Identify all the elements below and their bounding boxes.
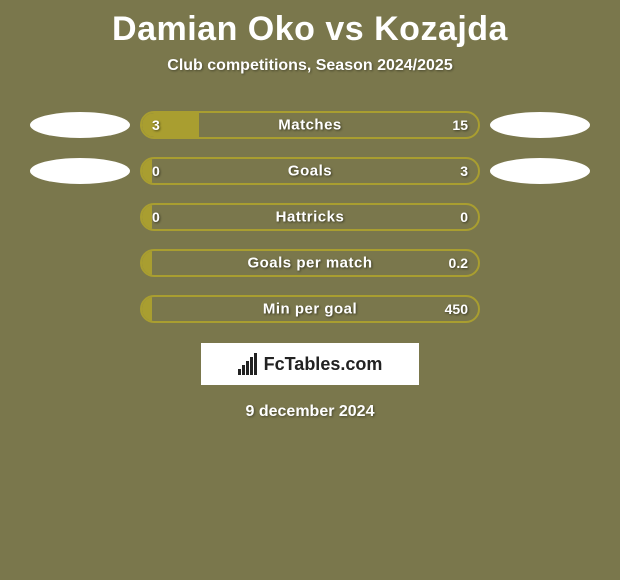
date-text: 9 december 2024 [0,403,620,421]
player-avatar-placeholder [30,158,130,184]
stat-bar: 0 Goals 3 [140,157,480,185]
player-avatar-placeholder [30,112,130,138]
right-avatar-slot [490,203,590,231]
left-avatar-slot [30,203,130,231]
stat-value-right: 15 [452,117,468,133]
page-title: Damian Oko vs Kozajda [0,0,620,49]
stat-label: Goals [142,163,478,180]
left-avatar-slot [30,249,130,277]
stat-value-right: 450 [445,301,468,317]
stat-bar: Min per goal 450 [140,295,480,323]
stat-bar: 3 Matches 15 [140,111,480,139]
stat-row: Min per goal 450 [20,295,600,323]
left-avatar-slot [30,295,130,323]
stat-label: Min per goal [142,301,478,318]
right-avatar-slot [490,111,590,139]
stat-rows: 3 Matches 15 0 Goals 3 0 Hattricks 0 [0,111,620,323]
right-avatar-slot [490,249,590,277]
left-avatar-slot [30,111,130,139]
right-avatar-slot [490,157,590,185]
stat-value-right: 0.2 [449,255,468,271]
comparison-card: Damian Oko vs Kozajda Club competitions,… [0,0,620,580]
stat-row: 0 Hattricks 0 [20,203,600,231]
right-avatar-slot [490,295,590,323]
stat-bar: 0 Hattricks 0 [140,203,480,231]
stat-label: Hattricks [142,209,478,226]
left-avatar-slot [30,157,130,185]
player-avatar-placeholder [490,158,590,184]
stat-label: Matches [142,117,478,134]
stat-label: Goals per match [142,255,478,272]
brand-text: FcTables.com [264,354,383,375]
stat-row: 3 Matches 15 [20,111,600,139]
stat-bar: Goals per match 0.2 [140,249,480,277]
player-avatar-placeholder [490,112,590,138]
stat-value-right: 0 [460,209,468,225]
stat-value-right: 3 [460,163,468,179]
stat-row: Goals per match 0.2 [20,249,600,277]
subtitle: Club competitions, Season 2024/2025 [0,57,620,75]
chart-icon [238,353,260,375]
stat-row: 0 Goals 3 [20,157,600,185]
brand-badge: FcTables.com [201,343,419,385]
